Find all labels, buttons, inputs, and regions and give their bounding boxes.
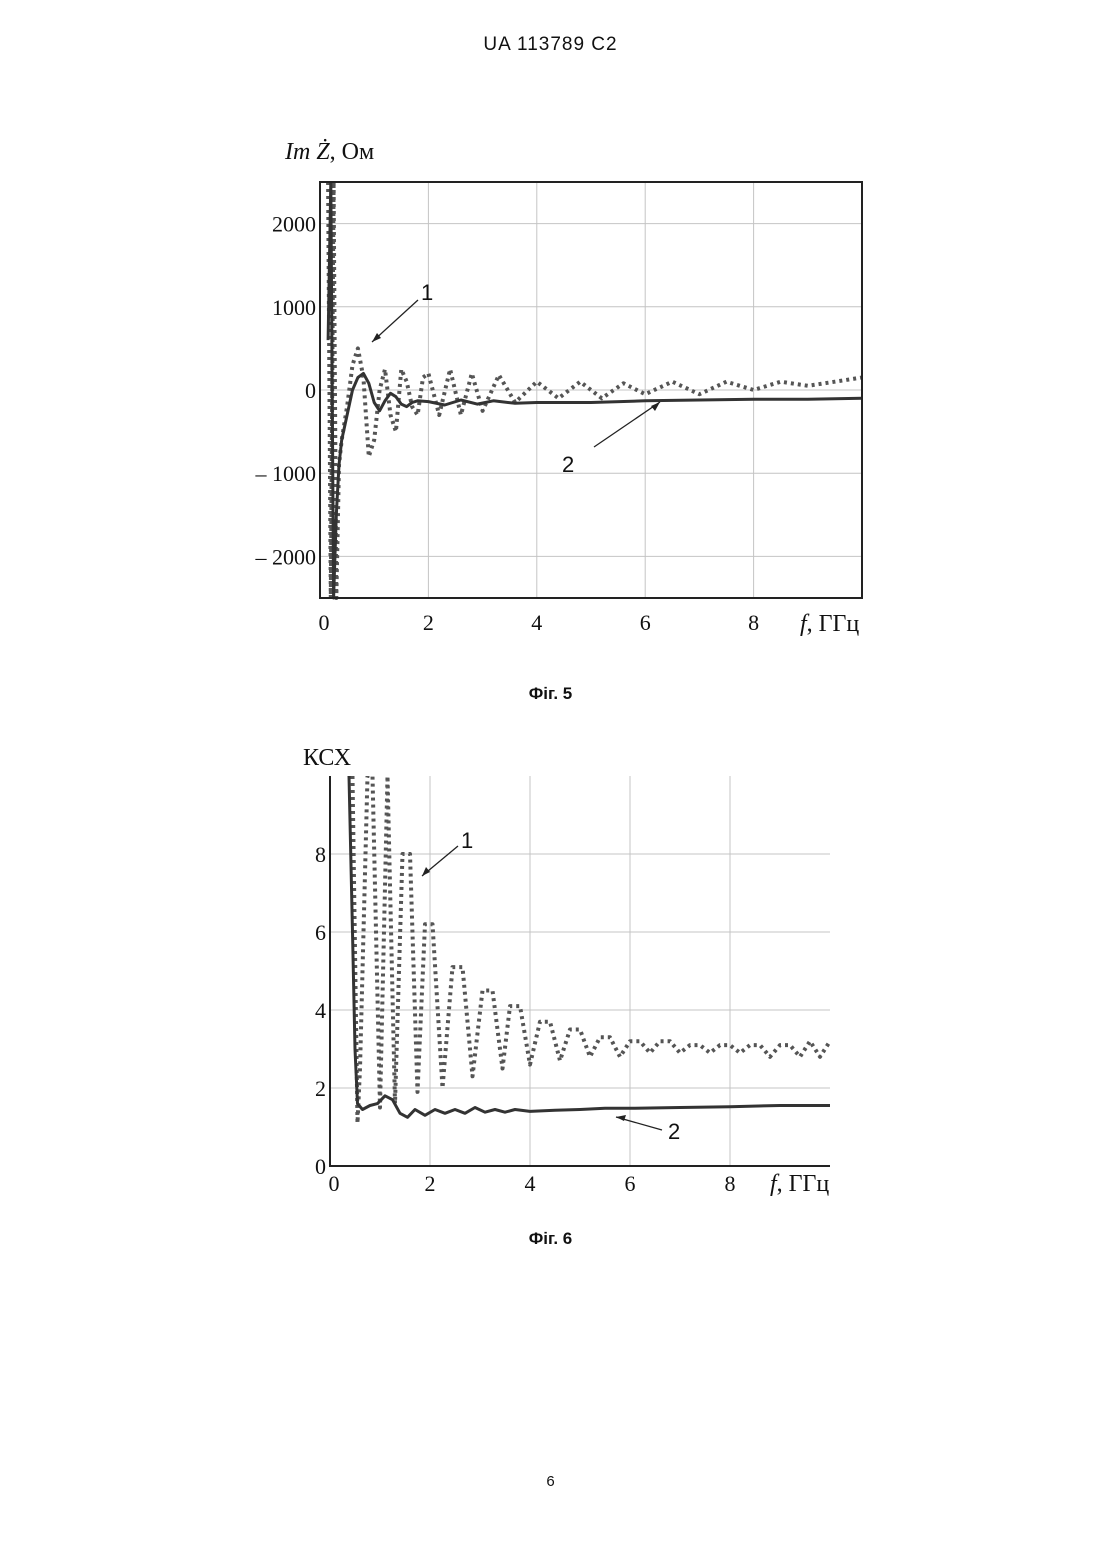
annotation-1-arrowhead <box>422 867 430 876</box>
y-tick-label: 0 <box>315 1154 326 1179</box>
chart-fig6: 0 2 4 6 8 0 2 4 6 8 КСХ f, ГГц 1 2 <box>0 0 1101 1240</box>
y-axis-label: КСХ <box>303 745 351 771</box>
x-tick-label: 4 <box>525 1171 536 1196</box>
series-1-line <box>353 776 831 1123</box>
annotation-1-label: 1 <box>461 828 473 853</box>
y-tick-label: 8 <box>315 842 326 867</box>
series-group <box>349 776 830 1123</box>
page-number: 6 <box>0 1473 1101 1490</box>
x-tick-label: 8 <box>725 1171 736 1196</box>
x-tick-labels: 0 2 4 6 8 <box>329 1171 736 1196</box>
x-axis-label: f, ГГц <box>770 1171 829 1197</box>
y-tick-label: 2 <box>315 1076 326 1101</box>
series-2-line <box>349 776 830 1117</box>
y-tick-labels: 0 2 4 6 8 <box>315 842 326 1179</box>
x-tick-label: 2 <box>425 1171 436 1196</box>
x-axis-label-unit: , ГГц <box>777 1171 830 1197</box>
y-tick-label: 6 <box>315 920 326 945</box>
x-tick-label: 6 <box>625 1171 636 1196</box>
figure-6-caption: Фіг. 6 <box>0 1229 1101 1249</box>
annotation-2-label: 2 <box>668 1119 680 1144</box>
x-tick-label: 0 <box>329 1171 340 1196</box>
y-tick-label: 4 <box>315 998 326 1023</box>
